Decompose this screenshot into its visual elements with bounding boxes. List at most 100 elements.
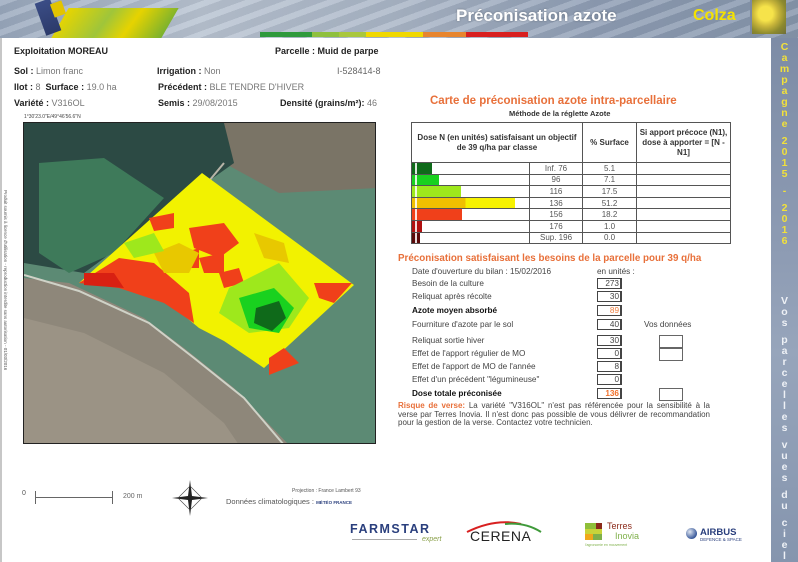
dose-bar-cell <box>411 219 530 233</box>
dose-value: 156 <box>529 208 583 221</box>
risque-label: Risque de verse: <box>398 401 466 410</box>
rapeseed-flower-image <box>750 0 786 34</box>
farmstar-line <box>352 539 417 540</box>
dose-value: Sup. 196 <box>529 231 583 245</box>
scale-tick-right <box>112 491 113 504</box>
climate-label: Données climatologiques : <box>226 497 314 506</box>
terres-inovia-squares-icon <box>585 523 602 540</box>
preco-title: Préconisation satisfaisant les besoins d… <box>398 253 702 264</box>
surface-value: 0.0 <box>582 231 637 245</box>
surface-header: % Surface <box>582 122 637 163</box>
cerena-logo: CERENA <box>466 521 542 544</box>
ilot-value: 8 <box>35 82 41 92</box>
surface-label: Surface : <box>45 82 85 92</box>
n1-header: Si apport précoce (N1), dose à apporter … <box>636 122 731 163</box>
carte-title: Carte de préconisation azote intra-parce… <box>430 95 677 107</box>
dose-bar-marker <box>415 220 417 232</box>
preco-label: Reliquat après récolte <box>412 292 492 301</box>
preco-value: 273 <box>597 278 622 289</box>
dose-bar-marker <box>415 186 417 197</box>
surface-value: 5.1 <box>582 162 637 175</box>
densite-value: 46 <box>367 98 378 108</box>
dose-bar-cell <box>411 231 530 245</box>
dose-bar <box>412 174 439 186</box>
preco-label: Fourniture d'azote par le sol <box>412 320 514 329</box>
banner-field-image <box>51 8 179 38</box>
vos-donnees-label: Vos données <box>644 320 692 329</box>
dose-row: Inf. 76 5.1 <box>411 162 731 175</box>
dose-row: Sup. 196 0.0 <box>411 231 731 245</box>
preco-label: Effet d'un précédent "légumineuse" <box>412 375 540 384</box>
dose-row: 116 17.5 <box>411 185 731 198</box>
n1-value <box>636 219 731 233</box>
dose-bar <box>412 163 432 174</box>
dose-bar-marker <box>415 197 417 209</box>
user-mo-input[interactable] <box>659 348 683 361</box>
surface-value: 1.0 <box>582 219 637 233</box>
sol-info: Sol : Limon franc <box>14 66 83 76</box>
exploitation-label: Exploitation <box>14 46 66 56</box>
dose-bar <box>412 197 515 209</box>
parcelle-info: Parcelle : Muid de parpe <box>275 46 379 56</box>
semis-label: Semis : <box>158 98 191 108</box>
n1-value <box>636 185 731 198</box>
densite-label: Densité (grains/m²): <box>280 98 365 108</box>
farmstar-sub: expert <box>422 536 442 543</box>
airbus-sub: DEFENCE & SPACE <box>700 537 742 542</box>
dose-bar <box>412 232 420 244</box>
dose-bar-marker <box>415 232 417 244</box>
preco-value: 30 <box>597 291 622 302</box>
dose-row: 96 7.1 <box>411 173 731 187</box>
preco-label: Dose totale préconisée <box>412 389 502 398</box>
precedent-info: Précédent : BLE TENDRE D'HIVER <box>158 82 304 92</box>
risque-text: La variété "V316OL" n'est pas référencée… <box>398 401 710 428</box>
surface-value: 17.5 <box>582 185 637 198</box>
dose-value: 136 <box>529 196 583 210</box>
dose-row: 136 51.2 <box>411 196 731 210</box>
user-dose-input[interactable] <box>659 388 683 401</box>
n1-value <box>636 196 731 210</box>
dose-header: Dose N (en unités) satisfaisant un objec… <box>411 122 583 163</box>
surface-value: 51.2 <box>582 196 637 210</box>
color-bar-6 <box>466 32 528 37</box>
preco-value: 8 <box>597 361 622 372</box>
inovia-text: Inovia <box>615 531 640 541</box>
n1-value <box>636 162 731 175</box>
terres-text: Terres <box>607 521 633 531</box>
ilot-info: Ilot : 8 Surface : 19.0 ha <box>14 82 117 92</box>
terres-inovia-logo: Terres Inovia l'agronomie en mouvement <box>585 521 655 549</box>
airbus-globe-icon <box>686 528 697 539</box>
dose-row: 156 18.2 <box>411 208 731 221</box>
user-reliquat-input[interactable] <box>659 335 683 348</box>
dose-bar-cell <box>411 162 530 175</box>
variete-label: Variété : <box>14 98 50 108</box>
n1-value <box>636 231 731 245</box>
dose-bar <box>412 220 422 232</box>
airbus-text: AIRBUS <box>700 527 737 538</box>
sol-value: Limon franc <box>36 66 84 76</box>
dose-bar-marker <box>415 209 417 220</box>
meteo-france-logo: MÉTÉO FRANCE <box>316 500 353 505</box>
precedent-value: BLE TENDRE D'HIVER <box>209 82 305 92</box>
surface-value: 7.1 <box>582 173 637 187</box>
nitrogen-map[interactable] <box>23 122 376 444</box>
dose-table: Dose N (en unités) satisfaisant un objec… <box>411 122 731 245</box>
preco-value: 0 <box>597 348 622 359</box>
dose-bar-cell <box>411 208 530 221</box>
dose-bar-marker <box>415 174 417 186</box>
scale-start: 0 <box>22 490 26 497</box>
projection-label: Projection : France Lambert 93 <box>292 488 361 494</box>
parcel-id: I-528414-8 <box>337 66 381 76</box>
farmstar-logo: FARMSTAR expert <box>350 522 441 543</box>
dose-value: 176 <box>529 219 583 233</box>
climate-data-label: Données climatologiques : MÉTÉO FRANCE <box>226 497 352 506</box>
dose-value: 116 <box>529 185 583 198</box>
sol-label: Sol : <box>14 66 34 76</box>
color-bar-1 <box>260 32 312 37</box>
scale-end: 200 m <box>123 493 143 500</box>
parcelle-value: Muid de parpe <box>317 46 379 56</box>
left-frame <box>0 38 2 562</box>
cerena-arc-icon <box>466 521 542 533</box>
color-bar-5 <box>423 32 466 37</box>
